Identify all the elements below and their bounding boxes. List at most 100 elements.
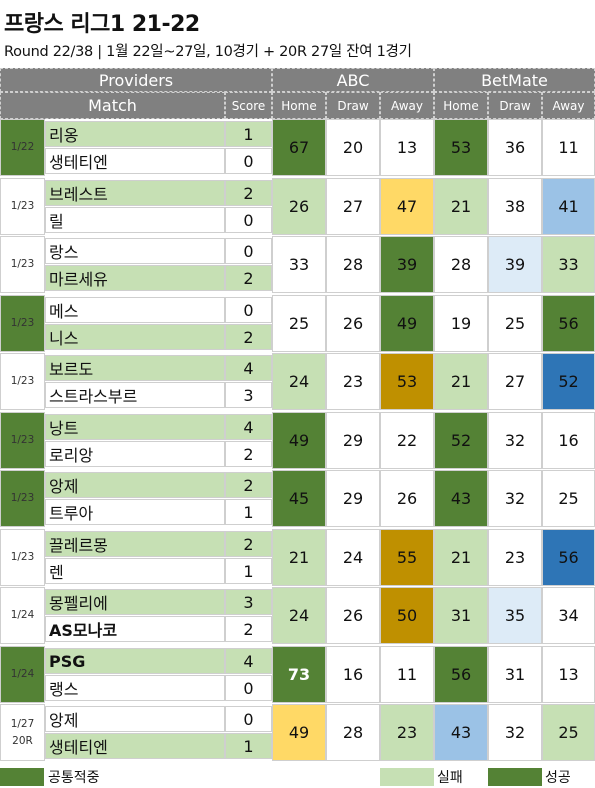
- abc-away-prob: 55: [380, 529, 434, 586]
- team-score-away: 3: [225, 382, 272, 408]
- team-score-away: 1: [225, 499, 272, 525]
- abc-away-prob: 49: [380, 295, 434, 352]
- team-score-away: 0: [225, 675, 272, 701]
- team-score-home: 2: [225, 180, 272, 206]
- team-name-home: 앙제: [45, 472, 225, 498]
- team-name-home: 브레스트: [45, 180, 225, 206]
- match-date-cell: 1/22: [0, 119, 45, 176]
- team-name-away: 트루아: [45, 499, 225, 525]
- team-name-away: AS모나코: [45, 616, 225, 642]
- abc-away-prob: 22: [380, 412, 434, 469]
- match-date: 1/23: [10, 434, 35, 446]
- team-name-away: 랭스: [45, 675, 225, 701]
- match-date-cell: 1/24: [0, 587, 45, 644]
- team-score-away: 0: [225, 148, 272, 174]
- legend-swatch-success: [488, 768, 542, 786]
- abc-draw-prob: 26: [326, 587, 380, 644]
- betmate-home-prob: 21: [434, 178, 488, 235]
- team-score-home: 2: [225, 531, 272, 557]
- match-date-cell: 1/23: [0, 236, 45, 293]
- team-name-home: 몽펠리에: [45, 589, 225, 615]
- abc-home-prob: 49: [272, 704, 326, 761]
- betmate-home-prob: 43: [434, 470, 488, 527]
- team-name-home: 끌레르몽: [45, 531, 225, 557]
- match-date: 1/23: [10, 492, 35, 504]
- match-date-cell: 1/23: [0, 470, 45, 527]
- abc-away-prob: 53: [380, 353, 434, 410]
- header-bm-away: Away: [542, 92, 595, 119]
- betmate-draw-prob: 35: [488, 587, 542, 644]
- betmate-away-prob: 16: [542, 412, 595, 469]
- match-date-cell: 1/23: [0, 353, 45, 410]
- team-name-away: 릴: [45, 207, 225, 233]
- abc-home-prob: 25: [272, 295, 326, 352]
- legend-swatch-common: [0, 768, 44, 786]
- team-score-away: 2: [225, 265, 272, 291]
- match-date: 1/22: [10, 141, 35, 153]
- match-date-cell: 1/24: [0, 646, 45, 703]
- team-score-away: 1: [225, 733, 272, 759]
- header-abc-draw: Draw: [326, 92, 380, 119]
- betmate-away-prob: 34: [542, 587, 595, 644]
- match-date: 1/24: [10, 609, 35, 621]
- betmate-away-prob: 25: [542, 470, 595, 527]
- betmate-draw-prob: 27: [488, 353, 542, 410]
- abc-draw-prob: 26: [326, 295, 380, 352]
- betmate-draw-prob: 25: [488, 295, 542, 352]
- header-providers: Providers: [0, 68, 272, 92]
- betmate-home-prob: 56: [434, 646, 488, 703]
- abc-home-prob: 21: [272, 529, 326, 586]
- betmate-home-prob: 28: [434, 236, 488, 293]
- betmate-away-prob: 56: [542, 295, 595, 352]
- betmate-away-prob: 33: [542, 236, 595, 293]
- team-score-away: 1: [225, 558, 272, 584]
- abc-away-prob: 50: [380, 587, 434, 644]
- team-name-away: 로리앙: [45, 441, 225, 467]
- team-name-away: 마르세유: [45, 265, 225, 291]
- match-date-cell: 1/23: [0, 529, 45, 586]
- team-score-away: 2: [225, 441, 272, 467]
- betmate-away-prob: 25: [542, 704, 595, 761]
- header-bm-home: Home: [434, 92, 488, 119]
- match-date: 1/24: [10, 668, 35, 680]
- betmate-home-prob: 53: [434, 119, 488, 176]
- legend-common-label: 공통적중: [48, 770, 100, 786]
- abc-away-prob: 47: [380, 178, 434, 235]
- match-date-cell: 1/23: [0, 412, 45, 469]
- team-score-home: 3: [225, 589, 272, 615]
- legend-success-label: 성공: [545, 770, 571, 786]
- team-name-away: 니스: [45, 324, 225, 350]
- header-betmate: BetMate: [434, 68, 595, 92]
- team-score-away: 0: [225, 207, 272, 233]
- betmate-home-prob: 19: [434, 295, 488, 352]
- abc-home-prob: 26: [272, 178, 326, 235]
- match-date: 1/23: [10, 258, 35, 270]
- abc-away-prob: 39: [380, 236, 434, 293]
- abc-draw-prob: 24: [326, 529, 380, 586]
- team-score-home: 4: [225, 648, 272, 674]
- team-score-home: 0: [225, 297, 272, 323]
- betmate-draw-prob: 36: [488, 119, 542, 176]
- team-name-home: 보르도: [45, 355, 225, 381]
- betmate-away-prob: 11: [542, 119, 595, 176]
- betmate-away-prob: 56: [542, 529, 595, 586]
- team-name-home: 앙제: [45, 706, 225, 732]
- abc-away-prob: 26: [380, 470, 434, 527]
- header-match: Match: [0, 92, 225, 119]
- abc-draw-prob: 28: [326, 236, 380, 293]
- match-date-cell: 1/27 20R: [0, 704, 45, 761]
- abc-home-prob: 49: [272, 412, 326, 469]
- betmate-draw-prob: 32: [488, 470, 542, 527]
- header-bm-draw: Draw: [488, 92, 542, 119]
- betmate-draw-prob: 39: [488, 236, 542, 293]
- betmate-draw-prob: 32: [488, 412, 542, 469]
- team-name-home: 낭트: [45, 414, 225, 440]
- header-abc: ABC: [272, 68, 434, 92]
- match-date: 1/23: [10, 375, 35, 387]
- team-score-away: 2: [225, 616, 272, 642]
- abc-away-prob: 11: [380, 646, 434, 703]
- header-abc-away: Away: [380, 92, 434, 119]
- team-score-home: 0: [225, 238, 272, 264]
- team-name-away: 스트라스부르: [45, 382, 225, 408]
